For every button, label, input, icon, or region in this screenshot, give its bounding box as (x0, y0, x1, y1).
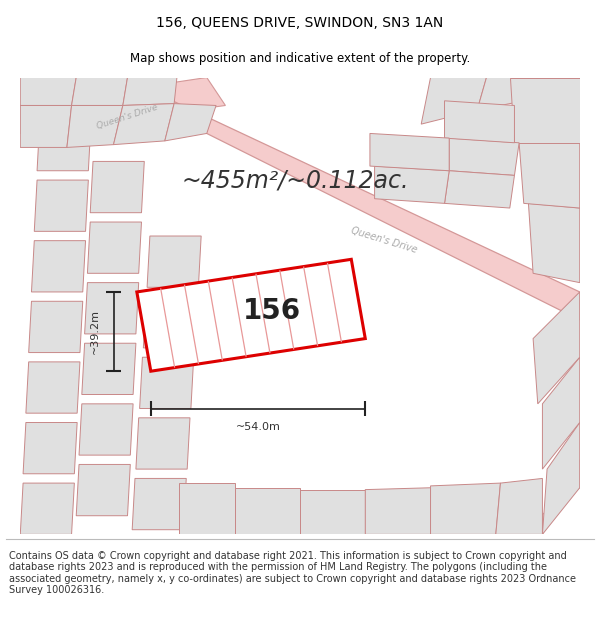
Polygon shape (431, 483, 500, 534)
Polygon shape (519, 142, 580, 208)
Polygon shape (76, 464, 130, 516)
Polygon shape (88, 222, 142, 273)
Polygon shape (95, 78, 580, 320)
Polygon shape (542, 422, 580, 534)
Text: Map shows position and indicative extent of the property.: Map shows position and indicative extent… (130, 52, 470, 64)
Polygon shape (85, 282, 139, 334)
Polygon shape (514, 460, 580, 534)
Polygon shape (123, 78, 177, 106)
Text: ~455m²/~0.112ac.: ~455m²/~0.112ac. (182, 168, 409, 192)
Polygon shape (370, 134, 449, 171)
Polygon shape (79, 404, 133, 455)
Polygon shape (374, 166, 449, 203)
Polygon shape (20, 106, 71, 148)
Polygon shape (165, 104, 216, 141)
Polygon shape (37, 119, 91, 171)
Polygon shape (71, 78, 128, 106)
Text: Contains OS data © Crown copyright and database right 2021. This information is : Contains OS data © Crown copyright and d… (9, 551, 576, 596)
Polygon shape (132, 478, 186, 530)
Text: 156, QUEENS DRIVE, SWINDON, SN3 1AN: 156, QUEENS DRIVE, SWINDON, SN3 1AN (157, 16, 443, 30)
Polygon shape (90, 161, 144, 212)
Text: 156: 156 (243, 297, 301, 324)
Polygon shape (300, 489, 365, 534)
Polygon shape (421, 78, 487, 124)
Polygon shape (29, 301, 83, 352)
Polygon shape (147, 236, 201, 288)
Polygon shape (496, 478, 542, 534)
Polygon shape (20, 78, 226, 134)
Polygon shape (510, 78, 580, 142)
Text: ~54.0m: ~54.0m (236, 422, 280, 432)
Polygon shape (445, 171, 514, 208)
Polygon shape (31, 241, 86, 292)
Polygon shape (449, 138, 519, 176)
Polygon shape (82, 343, 136, 394)
Polygon shape (179, 483, 235, 534)
Polygon shape (113, 104, 174, 144)
Polygon shape (23, 422, 77, 474)
Polygon shape (561, 78, 580, 94)
Polygon shape (67, 106, 123, 148)
Polygon shape (34, 180, 88, 231)
Text: ~39.2m: ~39.2m (90, 309, 100, 354)
Text: Queen's Drive: Queen's Drive (350, 226, 418, 256)
Polygon shape (20, 483, 74, 534)
Polygon shape (542, 357, 580, 469)
Polygon shape (524, 78, 571, 101)
Polygon shape (143, 297, 197, 348)
Polygon shape (445, 101, 514, 142)
Polygon shape (137, 259, 365, 371)
Text: Queen's Drive: Queen's Drive (96, 102, 159, 131)
Polygon shape (140, 357, 194, 409)
Polygon shape (26, 362, 80, 413)
Polygon shape (533, 292, 580, 404)
Polygon shape (136, 418, 190, 469)
Polygon shape (365, 488, 431, 534)
Polygon shape (235, 488, 300, 534)
Polygon shape (20, 78, 76, 106)
Polygon shape (529, 203, 580, 282)
Polygon shape (477, 78, 538, 110)
